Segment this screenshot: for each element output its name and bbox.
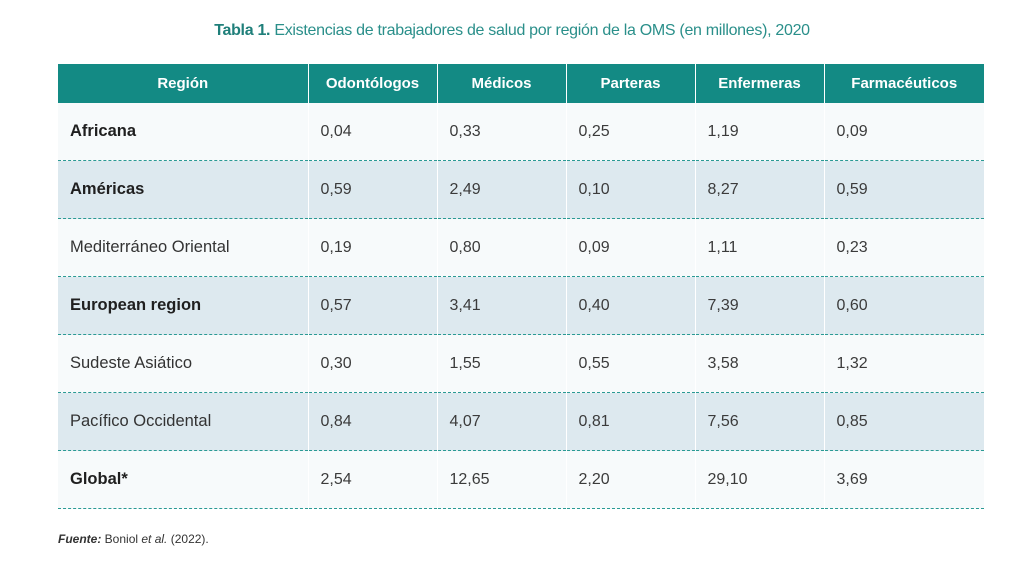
value-cell: 0,09 [566, 218, 696, 277]
table-row: Africana 0,04 0,33 0,25 1,19 0,09 [58, 103, 984, 161]
header-row: Región Odontólogos Médicos Parteras Enfe… [58, 64, 984, 103]
header-parteras: Parteras [566, 64, 696, 103]
value-cell: 1,19 [695, 103, 825, 161]
header-medicos: Médicos [437, 64, 567, 103]
value-cell: 0,80 [437, 218, 567, 277]
value-cell: 1,32 [824, 334, 984, 393]
region-cell: European region [58, 276, 309, 335]
table-row: Pacífico Occidental 0,84 4,07 0,81 7,56 … [58, 392, 984, 451]
value-cell: 0,25 [566, 103, 696, 161]
value-cell: 0,09 [824, 103, 984, 161]
value-cell: 8,27 [695, 160, 825, 219]
caption-text: Existencias de trabajadores de salud por… [270, 22, 810, 39]
region-cell: Africana [58, 103, 309, 161]
value-cell: 7,56 [695, 392, 825, 451]
value-cell: 2,49 [437, 160, 567, 219]
table-caption: Tabla 1. Existencias de trabajadores de … [0, 22, 1024, 40]
value-cell: 0,81 [566, 392, 696, 451]
value-cell: 29,10 [695, 450, 825, 509]
region-cell: Pacífico Occidental [58, 392, 309, 451]
value-cell: 0,84 [308, 392, 438, 451]
value-cell: 0,40 [566, 276, 696, 335]
value-cell: 0,57 [308, 276, 438, 335]
table-row: European region 0,57 3,41 0,40 7,39 0,60 [58, 276, 984, 335]
value-cell: 4,07 [437, 392, 567, 451]
value-cell: 0,23 [824, 218, 984, 277]
header-odontologos: Odontólogos [308, 64, 438, 103]
region-cell: Mediterráneo Oriental [58, 218, 309, 277]
value-cell: 0,85 [824, 392, 984, 451]
table-row: Mediterráneo Oriental 0,19 0,80 0,09 1,1… [58, 218, 984, 277]
region-cell: Global* [58, 450, 309, 509]
source-authors: Boniol [101, 532, 142, 546]
header-enfermeras: Enfermeras [695, 64, 825, 103]
table-row: Sudeste Asiático 0,30 1,55 0,55 3,58 1,3… [58, 334, 984, 393]
header-region: Región [58, 64, 309, 103]
value-cell: 0,04 [308, 103, 438, 161]
value-cell: 3,58 [695, 334, 825, 393]
source-year: (2022). [167, 532, 209, 546]
value-cell: 3,69 [824, 450, 984, 509]
source-etal: et al. [141, 532, 168, 546]
value-cell: 7,39 [695, 276, 825, 335]
value-cell: 12,65 [437, 450, 567, 509]
value-cell: 1,11 [695, 218, 825, 277]
table-row: Américas 0,59 2,49 0,10 8,27 0,59 [58, 160, 984, 219]
value-cell: 0,60 [824, 276, 984, 335]
table-container: Región Odontólogos Médicos Parteras Enfe… [58, 64, 984, 509]
health-workers-table: Región Odontólogos Médicos Parteras Enfe… [58, 64, 984, 509]
table-row: Global* 2,54 12,65 2,20 29,10 3,69 [58, 450, 984, 509]
header-farmaceuticos: Farmacéuticos [824, 64, 984, 103]
value-cell: 0,10 [566, 160, 696, 219]
value-cell: 3,41 [437, 276, 567, 335]
value-cell: 0,59 [824, 160, 984, 219]
region-cell: Sudeste Asiático [58, 334, 309, 393]
region-cell: Américas [58, 160, 309, 219]
source-label: Fuente: [58, 532, 102, 546]
source-note: Fuente: Boniol et al. (2022). [58, 532, 209, 546]
value-cell: 0,33 [437, 103, 567, 161]
value-cell: 0,30 [308, 334, 438, 393]
value-cell: 2,20 [566, 450, 696, 509]
caption-label: Tabla 1. [214, 22, 271, 39]
value-cell: 2,54 [308, 450, 438, 509]
value-cell: 0,59 [308, 160, 438, 219]
value-cell: 1,55 [437, 334, 567, 393]
value-cell: 0,55 [566, 334, 696, 393]
value-cell: 0,19 [308, 218, 438, 277]
